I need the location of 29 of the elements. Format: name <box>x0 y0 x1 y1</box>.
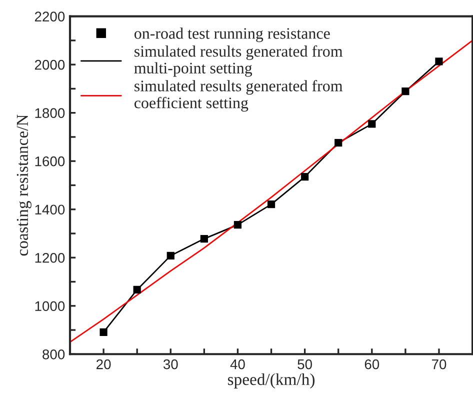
y-tick-label: 800 <box>42 349 65 360</box>
x-tick-label: 30 <box>163 359 178 370</box>
point <box>301 172 309 181</box>
point <box>234 221 242 229</box>
x-tick-label: 50 <box>298 359 312 370</box>
y-tick-label: 1800 <box>35 108 65 118</box>
legend-label: simulated results generated from coefficient setting <box>134 80 343 112</box>
y-tick-label: 1600 <box>35 156 65 166</box>
x-tick-label: 70 <box>432 359 446 370</box>
x-tick-label: 40 <box>230 359 245 370</box>
point <box>100 328 108 336</box>
point <box>166 252 174 260</box>
legend-label: on-road test running resistance <box>134 28 330 42</box>
point <box>200 235 208 243</box>
point <box>368 120 376 128</box>
y-tick-label: 1200 <box>35 252 65 263</box>
point <box>402 88 410 96</box>
point <box>334 138 342 147</box>
point <box>267 200 276 208</box>
point <box>133 286 141 294</box>
y-tick-label: 2000 <box>34 60 65 70</box>
y-axis-title: coasting resistance/N <box>16 114 32 256</box>
y-tick-label: 2200 <box>34 12 65 22</box>
x-axis-title: speed/(km/h) <box>228 373 314 388</box>
x-tick-label: 60 <box>364 359 380 370</box>
x-tick-label: 20 <box>96 359 111 370</box>
y-tick-label: 1400 <box>35 204 65 215</box>
point <box>435 58 443 66</box>
y-tick-label: 1000 <box>35 301 65 312</box>
